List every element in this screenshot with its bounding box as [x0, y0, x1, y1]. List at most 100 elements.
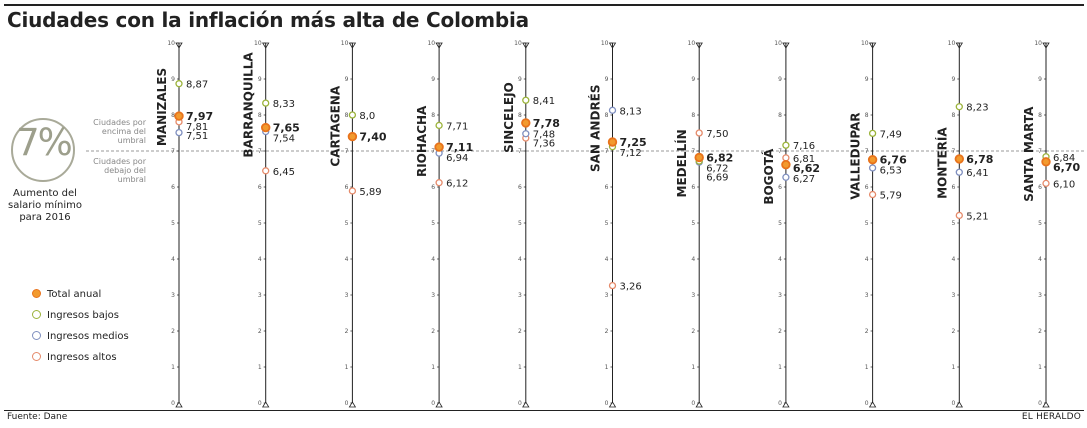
tick-label-bogot--0: 0	[778, 400, 782, 407]
tick-label-barranquilla-1: 1	[258, 364, 262, 371]
tick-label-san-andr-s-9: 9	[605, 76, 609, 83]
tick-label-barranquilla-9: 9	[258, 76, 262, 83]
tick-label-santa-marta-9: 9	[1038, 76, 1042, 83]
axis-bottom-arrow-barranquilla	[261, 401, 270, 408]
value-label-bajos-barranquilla: 8,33	[273, 99, 295, 110]
value-label-altos-valledupar: 5,79	[880, 191, 902, 202]
value-label-bajos-monter-a: 8,23	[966, 103, 988, 114]
tick-label-san-andr-s-4: 4	[605, 256, 609, 263]
legend-bajos-marker	[32, 310, 41, 319]
tick-label-santa-marta-1: 1	[1038, 364, 1042, 371]
tick-label-monter-a-8: 8	[951, 112, 955, 119]
value-label-altos-manizales: 7,81	[186, 122, 208, 133]
point-bajos-sincelejo	[522, 96, 530, 104]
axis-bottom-arrow-manizales	[175, 401, 183, 408]
value-label-medios-valledupar: 6,53	[880, 166, 902, 177]
tick-label-santa-marta-7: 7	[1038, 148, 1042, 155]
legend-item-medios: Ingresos medios	[32, 331, 129, 342]
point-medios-bogot-	[782, 173, 790, 181]
point-total-valledupar	[867, 154, 878, 165]
point-total-monter-a	[954, 154, 964, 164]
axis-bottom-arrow-riohacha	[435, 401, 443, 408]
city-name-barranquilla: BARRANQUILLA	[242, 52, 256, 158]
tick-label-valledupar-2: 2	[865, 328, 869, 335]
tick-label-sincelejo-3: 3	[518, 292, 522, 299]
chart-title: Ciudades con la inflación más alta de Co…	[7, 8, 529, 32]
value-label-altos-riohacha: 6,12	[446, 179, 468, 190]
value-label-medios-medell-n: 6,69	[706, 172, 728, 183]
tick-label-riohacha-3: 3	[431, 292, 435, 299]
tick-label-santa-marta-6: 6	[1038, 184, 1042, 191]
tick-label-bogot--5: 5	[778, 220, 782, 227]
tick-label-manizales-0: 0	[171, 400, 175, 407]
value-label-bajos-valledupar: 7,49	[880, 129, 902, 140]
legend-bajos-label: Ingresos bajos	[47, 310, 119, 321]
value-label-total-medell-n: 6,82	[706, 151, 733, 164]
tick-label-cartagena-4: 4	[345, 256, 349, 263]
legend-altos-marker	[32, 352, 41, 361]
tick-label-manizales-2: 2	[171, 328, 175, 335]
value-label-medios-manizales: 7,51	[186, 131, 208, 142]
tick-label-monter-a-4: 4	[951, 256, 955, 263]
tick-label-riohacha-4: 4	[431, 256, 435, 263]
tick-label-valledupar-4: 4	[865, 256, 869, 263]
tick-label-monter-a-6: 6	[951, 184, 955, 191]
tick-label-cartagena-1: 1	[345, 364, 349, 371]
threshold-ring	[11, 118, 75, 182]
tick-label-valledupar-1: 1	[865, 364, 869, 371]
tick-label-medell-n-10: 10	[688, 40, 696, 47]
tick-label-sincelejo-0: 0	[518, 400, 522, 407]
tick-label-medell-n-5: 5	[691, 220, 695, 227]
tick-label-riohacha-9: 9	[431, 76, 435, 83]
value-label-altos-medell-n: 7,50	[706, 129, 728, 140]
axis-bottom-arrow-monter-a	[955, 401, 964, 408]
value-label-bajos-medell-n: 6,72	[706, 163, 728, 174]
tick-label-san-andr-s-1: 1	[605, 364, 609, 371]
tick-label-bogot--9: 9	[778, 76, 782, 83]
tick-label-santa-marta-8: 8	[1038, 112, 1042, 119]
point-total-san-andr-s	[607, 137, 618, 147]
axis-bottom-arrow-cartagena	[348, 401, 357, 408]
tick-label-santa-marta-4: 4	[1038, 256, 1042, 263]
value-label-total-santa-marta: 6,70	[1053, 161, 1080, 174]
value-label-altos-barranquilla: 6,45	[273, 167, 295, 178]
tick-label-sincelejo-8: 8	[518, 112, 522, 119]
tick-label-san-andr-s-8: 8	[605, 112, 609, 119]
legend-medios-marker	[32, 331, 41, 340]
tick-label-manizales-7: 7	[171, 148, 175, 155]
tick-label-manizales-9: 9	[171, 76, 175, 83]
tick-label-medell-n-8: 8	[691, 112, 695, 119]
tick-label-riohacha-0: 0	[431, 400, 435, 407]
value-label-total-san-andr-s: 7,25	[620, 136, 647, 149]
tick-label-medell-n-7: 7	[691, 148, 695, 155]
tick-label-sincelejo-4: 4	[518, 256, 522, 263]
axis-bottom-arrow-sincelejo	[522, 401, 530, 408]
tick-label-bogot--10: 10	[774, 40, 782, 47]
tick-label-san-andr-s-3: 3	[605, 292, 609, 299]
value-label-total-barranquilla: 7,65	[273, 122, 300, 135]
tick-label-santa-marta-5: 5	[1038, 220, 1042, 227]
point-altos-san-andr-s	[608, 281, 617, 290]
value-label-total-monter-a: 6,78	[966, 153, 993, 166]
tick-label-cartagena-3: 3	[345, 292, 349, 299]
tick-label-riohacha-10: 10	[427, 40, 435, 47]
tick-label-barranquilla-7: 7	[258, 148, 262, 155]
source-note: Fuente: Dane	[7, 412, 68, 422]
tick-label-valledupar-3: 3	[865, 292, 869, 299]
tick-label-valledupar-0: 0	[865, 400, 869, 407]
point-altos-bogot-	[782, 154, 790, 162]
city-name-medell-n: MEDELLÍN	[674, 129, 689, 197]
threshold-value: 7%	[16, 121, 73, 164]
tick-label-cartagena-10: 10	[341, 40, 349, 47]
tick-label-santa-marta-2: 2	[1038, 328, 1042, 335]
tick-label-cartagena-7: 7	[345, 148, 349, 155]
point-total-barranquilla	[261, 122, 271, 133]
tick-label-cartagena-2: 2	[345, 328, 349, 335]
tick-label-san-andr-s-0: 0	[605, 400, 609, 407]
tick-label-monter-a-1: 1	[951, 364, 955, 371]
point-medios-san-andr-s	[608, 106, 617, 114]
legend-altos-label: Ingresos altos	[47, 352, 117, 363]
tick-label-sincelejo-5: 5	[518, 220, 522, 227]
tick-label-medell-n-2: 2	[691, 328, 695, 335]
